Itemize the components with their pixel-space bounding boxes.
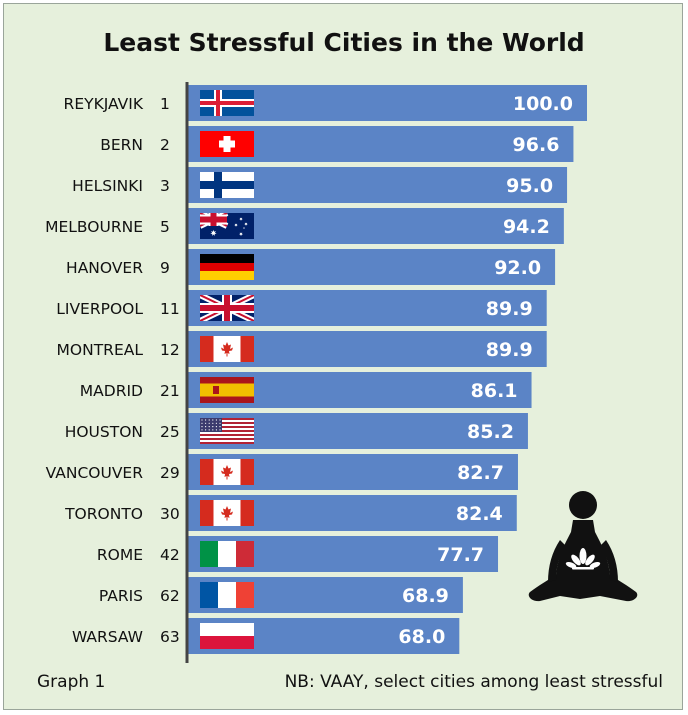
- value-label-rome: 77.7: [437, 544, 484, 566]
- meditation-lotus-icon: [528, 491, 638, 602]
- canada-flag-icon: [200, 459, 254, 485]
- city-label-toronto: TORONTO: [64, 505, 143, 523]
- rank-label-liverpool: 11: [160, 300, 180, 318]
- rank-label-montreal: 12: [160, 341, 180, 359]
- city-label-houston: HOUSTON: [65, 423, 143, 441]
- city-label-helsinki: HELSINKI: [72, 177, 143, 195]
- city-label-liverpool: LIVERPOOL: [56, 300, 143, 318]
- rank-label-madrid: 21: [160, 382, 180, 400]
- iceland-flag-icon: [200, 90, 254, 116]
- spain-flag-icon: [200, 377, 254, 403]
- city-label-madrid: MADRID: [80, 382, 143, 400]
- graph-label: Graph 1: [37, 672, 106, 692]
- city-label-bern: BERN: [100, 136, 143, 154]
- finland-flag-icon: [200, 172, 254, 198]
- usa-flag-icon: [200, 418, 254, 444]
- australia-flag-icon: [200, 213, 254, 239]
- footnote: NB: VAAY, select cities among least stre…: [284, 672, 663, 692]
- rank-label-houston: 25: [160, 423, 180, 441]
- value-label-warsaw: 68.0: [398, 626, 445, 648]
- germany-flag-icon: [200, 254, 254, 280]
- canada-flag-icon: [200, 336, 254, 362]
- rank-label-helsinki: 3: [160, 177, 170, 195]
- bar-reykjavik: [188, 85, 587, 121]
- value-label-melbourne: 94.2: [503, 216, 550, 238]
- switzerland-flag-icon: [200, 131, 254, 157]
- city-label-montreal: MONTREAL: [57, 341, 144, 359]
- rank-label-bern: 2: [160, 136, 170, 154]
- uk-flag-icon: [200, 295, 254, 321]
- value-label-reykjavik: 100.0: [513, 93, 573, 115]
- chart-title: Least Stressful Cities in the World: [103, 28, 585, 57]
- value-label-madrid: 86.1: [471, 380, 518, 402]
- value-label-helsinki: 95.0: [506, 175, 553, 197]
- rank-label-toronto: 30: [160, 505, 180, 523]
- city-label-melbourne: MELBOURNE: [45, 218, 143, 236]
- rank-label-warsaw: 63: [160, 628, 180, 646]
- rank-label-melbourne: 5: [160, 218, 170, 236]
- value-label-montreal: 89.9: [486, 339, 533, 361]
- france-flag-icon: [200, 582, 254, 608]
- value-label-houston: 85.2: [467, 421, 514, 443]
- value-label-paris: 68.9: [402, 585, 449, 607]
- city-label-hanover: HANOVER: [66, 259, 143, 277]
- rank-label-rome: 42: [160, 546, 180, 564]
- city-label-rome: ROME: [97, 546, 143, 564]
- canada-flag-icon: [200, 500, 254, 526]
- value-label-bern: 96.6: [513, 134, 560, 156]
- value-label-vancouver: 82.7: [457, 462, 504, 484]
- rank-label-hanover: 9: [160, 259, 170, 277]
- italy-flag-icon: [200, 541, 254, 567]
- city-label-warsaw: WARSAW: [72, 628, 143, 646]
- city-label-vancouver: VANCOUVER: [46, 464, 144, 482]
- rank-label-paris: 62: [160, 587, 180, 605]
- value-label-toronto: 82.4: [456, 503, 503, 525]
- poland-flag-icon: [200, 623, 254, 649]
- city-label-paris: PARIS: [99, 587, 143, 605]
- city-label-reykjavik: REYKJAVIK: [64, 95, 144, 113]
- value-label-hanover: 92.0: [494, 257, 541, 279]
- rank-label-vancouver: 29: [160, 464, 180, 482]
- rank-label-reykjavik: 1: [160, 95, 170, 113]
- value-label-liverpool: 89.9: [486, 298, 533, 320]
